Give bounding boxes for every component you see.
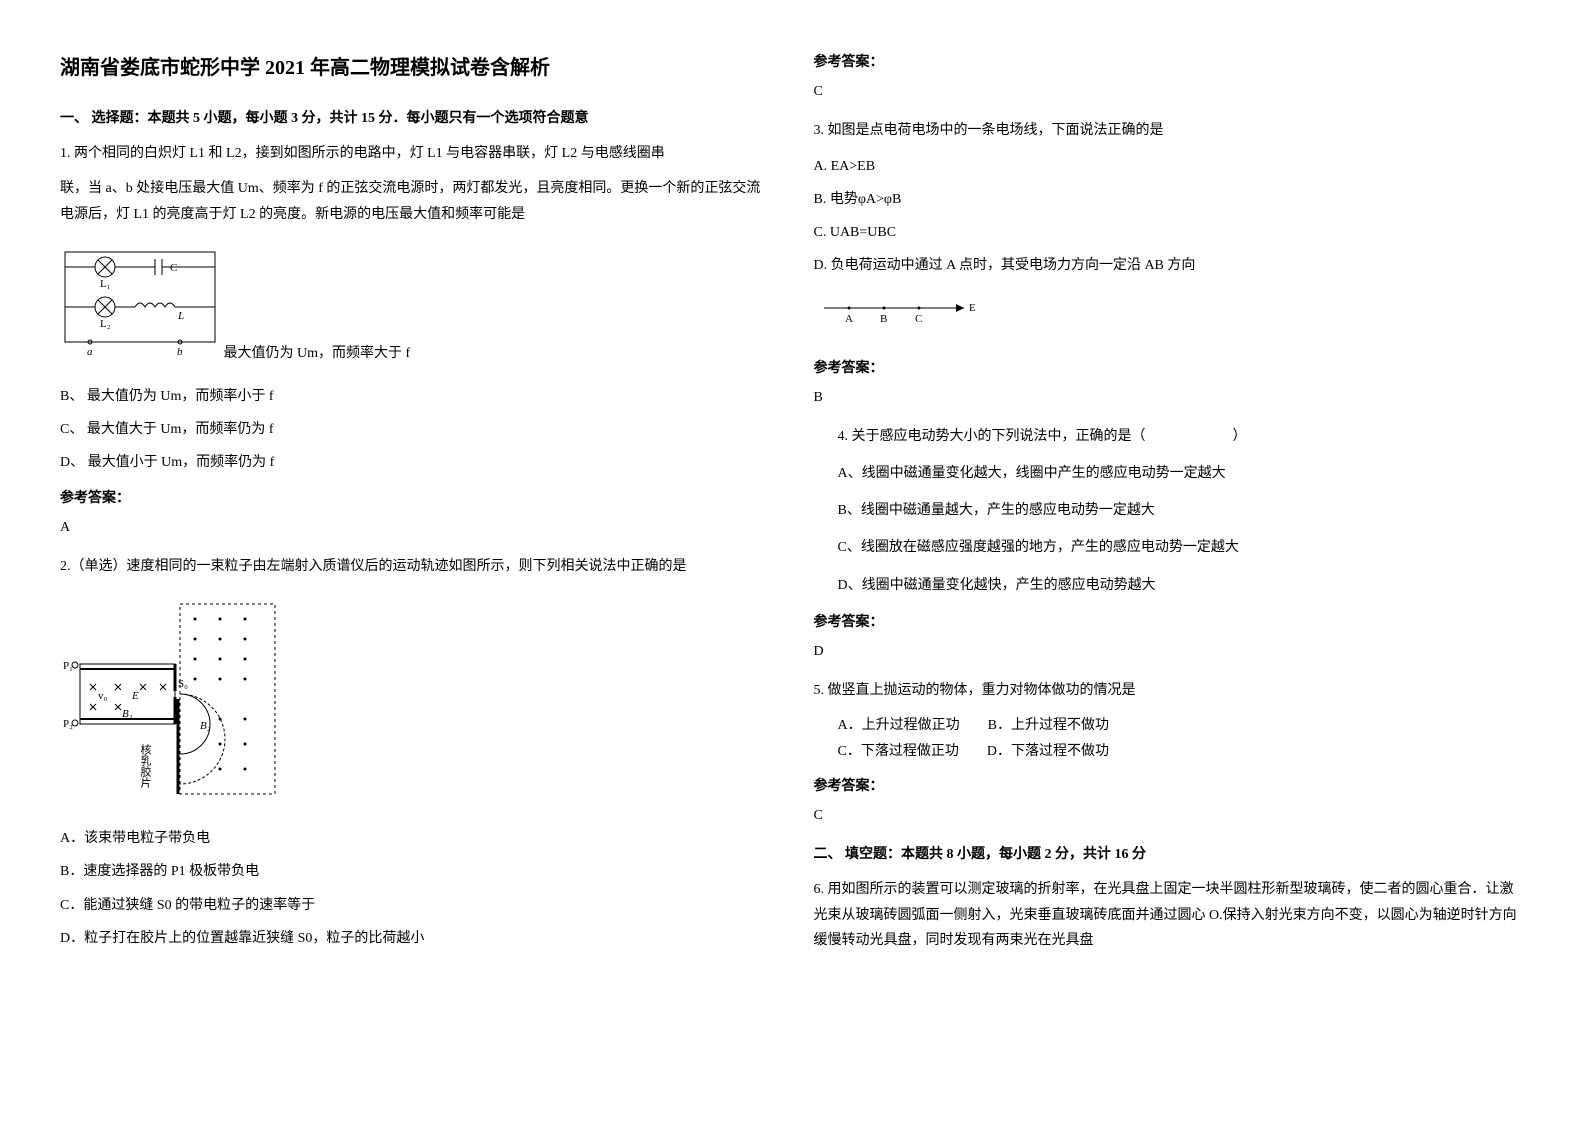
q3-option-d: D. 负电荷运动中通过 A 点时，其受电场力方向一定沿 AB 方向 <box>814 253 1528 278</box>
q2-stem: 2.（单选）速度相同的一束粒子由左端射入质谱仪后的运动轨迹如图所示，则下列相关说… <box>60 559 687 574</box>
paper-title: 湖南省娄底市蛇形中学 2021 年高二物理模拟试卷含解析 <box>60 50 774 86</box>
q3-field-line-figure: A B C E <box>814 296 984 335</box>
q5-options-row2: C．下落过程做正功 D．下落过程不做功 <box>838 739 1528 764</box>
question-4: 4. 关于感应电动势大小的下列说法中，正确的是（ ） <box>838 424 1528 449</box>
q5-answer-label: 参考答案： <box>814 774 1528 799</box>
question-6: 6. 用如图所示的装置可以测定玻璃的折射率，在光具盘上固定一块半圆柱形新型玻璃砖… <box>814 877 1528 953</box>
q4-answer-label: 参考答案： <box>814 610 1528 635</box>
q4-option-b: B、线圈中磁通量越大，产生的感应电动势一定越大 <box>838 498 1528 523</box>
q4-answer: D <box>814 639 1528 664</box>
q1-answer-label: 参考答案： <box>60 486 774 511</box>
svg-text:E: E <box>131 690 139 702</box>
right-column: 参考答案： C 3. 如图是点电荷电场中的一条电场线，下面说法正确的是 A. E… <box>814 40 1528 963</box>
svg-text:E: E <box>969 302 976 314</box>
q1-figure-row: L₁ C L₂ L <box>60 237 774 376</box>
svg-text:P₂: P₂ <box>63 718 73 730</box>
svg-text:L₂: L₂ <box>100 318 111 330</box>
svg-text:v₀: v₀ <box>98 690 108 702</box>
svg-text:B₂: B₂ <box>200 720 211 732</box>
q3-option-a: A. EA>EB <box>814 154 1528 179</box>
left-column: 湖南省娄底市蛇形中学 2021 年高二物理模拟试卷含解析 一、 选择题：本题共 … <box>60 40 774 963</box>
q3-answer: B <box>814 385 1528 410</box>
svg-text:L₁: L₁ <box>100 278 111 290</box>
q2-option-a: A．该束带电粒子带负电 <box>60 826 774 851</box>
q3-option-b: B. 电势φA>φB <box>814 187 1528 212</box>
q3-option-c: C. UAB=UBC <box>814 220 1528 245</box>
svg-text:b: b <box>177 346 183 357</box>
svg-text:C: C <box>170 262 177 274</box>
svg-text:B₁: B₁ <box>122 708 133 720</box>
q2-answer: C <box>814 79 1528 104</box>
question-2: 2.（单选）速度相同的一束粒子由左端射入质谱仪后的运动轨迹如图所示，则下列相关说… <box>60 554 774 579</box>
q4-option-a: A、线圈中磁通量变化越大，线圈中产生的感应电动势一定越大 <box>838 461 1528 486</box>
q1-answer: A <box>60 515 774 540</box>
q1-stem-b: 联，当 a、b 处接电压最大值 Um、频率为 f 的正弦交流电源时，两灯都发光，… <box>60 181 760 221</box>
q5-options-row1: A．上升过程做正功 B．上升过程不做功 <box>838 713 1528 738</box>
question-5: 5. 做竖直上抛运动的物体，重力对物体做功的情况是 <box>814 678 1528 703</box>
q5-stem: 5. 做竖直上抛运动的物体，重力对物体做功的情况是 <box>814 683 1136 698</box>
svg-text:B: B <box>880 313 887 325</box>
q4-option-c: C、线圈放在磁感应强度越强的地方，产生的感应电动势一定越大 <box>838 535 1528 560</box>
svg-text:C: C <box>915 313 922 325</box>
q3-answer-label: 参考答案： <box>814 356 1528 381</box>
q4-stem: 4. 关于感应电动势大小的下列说法中，正确的是（ <box>838 429 1146 444</box>
svg-text:L: L <box>177 310 184 322</box>
q1-stem-b-block: 联，当 a、b 处接电压最大值 Um、频率为 f 的正弦交流电源时，两灯都发光，… <box>60 176 774 226</box>
svg-text:S₀: S₀ <box>178 678 188 690</box>
question-3: 3. 如图是点电荷电场中的一条电场线，下面说法正确的是 <box>814 118 1528 143</box>
svg-text:P₁: P₁ <box>63 660 73 672</box>
q2-option-c: C．能通过狭缝 S0 的带电粒子的速率等于 <box>60 893 774 918</box>
q2-option-d: D．粒子打在胶片上的位置越靠近狭缝 S0，粒子的比荷越小 <box>60 926 774 951</box>
svg-text:A: A <box>845 313 853 325</box>
q1-circuit-figure: L₁ C L₂ L <box>60 247 220 366</box>
svg-text:核乳胶片: 核乳胶片 <box>139 743 152 789</box>
q5-answer: C <box>814 803 1528 828</box>
q2-option-b: B．速度选择器的 P1 极板带负电 <box>60 859 774 884</box>
section-1-header: 一、 选择题：本题共 5 小题，每小题 3 分，共计 15 分．每小题只有一个选… <box>60 106 774 131</box>
q1-after-figure-text: 最大值仍为 Um，而频率大于 f <box>224 346 411 361</box>
q1-option-d: D、 最大值小于 Um，而频率仍为 f <box>60 450 774 475</box>
q2-answer-label: 参考答案： <box>814 50 1528 75</box>
q1-option-b: B、 最大值仍为 Um，而频率小于 f <box>60 384 774 409</box>
q6-stem: 6. 用如图所示的装置可以测定玻璃的折射率，在光具盘上固定一块半圆柱形新型玻璃砖… <box>814 882 1517 947</box>
svg-text:a: a <box>87 346 93 357</box>
q4-option-d: D、线圈中磁通量变化越快，产生的感应电动势越大 <box>838 573 1528 598</box>
q1-stem-a: 1. 两个相同的白炽灯 L1 和 L2，接到如图所示的电路中，灯 L1 与电容器… <box>60 141 774 166</box>
q4-stem-end: ） <box>1233 429 1247 444</box>
q3-stem: 3. 如图是点电荷电场中的一条电场线，下面说法正确的是 <box>814 123 1164 138</box>
section-2-header: 二、 填空题：本题共 8 小题，每小题 2 分，共计 16 分 <box>814 842 1528 867</box>
q1-option-c: C、 最大值大于 Um，而频率仍为 f <box>60 417 774 442</box>
q2-mass-spectrometer-figure: P₁ P₂ v₀ E B₁ S₀ <box>60 599 280 808</box>
question-1: 1. 两个相同的白炽灯 L1 和 L2，接到如图所示的电路中，灯 L1 与电容器… <box>60 141 774 166</box>
